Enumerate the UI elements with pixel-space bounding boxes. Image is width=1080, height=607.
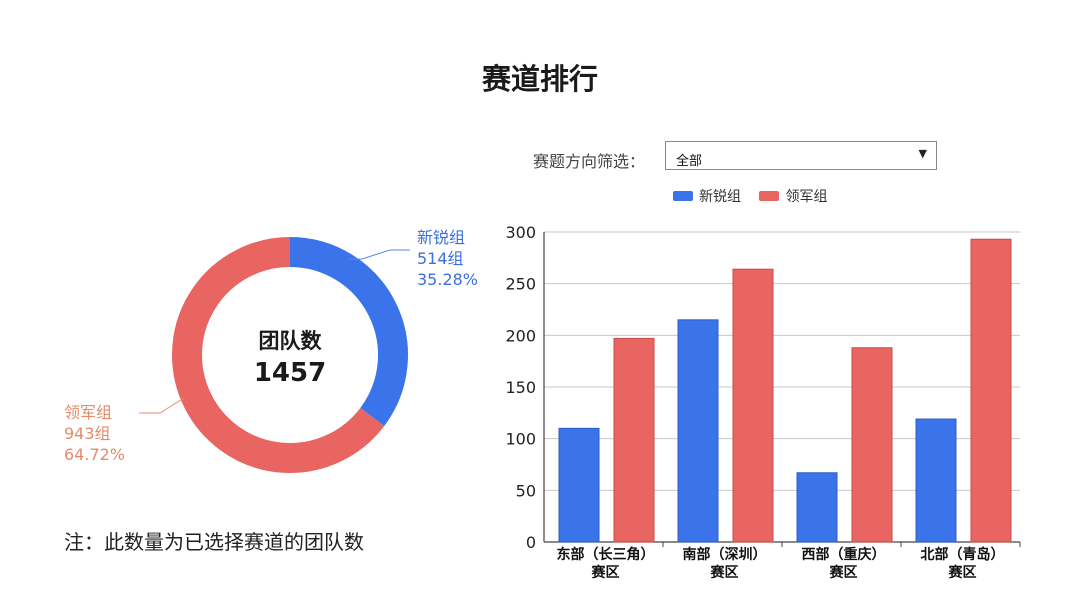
- callout-new-count: 514组: [417, 249, 464, 268]
- y-tick-label: 250: [505, 275, 536, 294]
- filter-selected-value: 全部: [676, 154, 703, 169]
- y-tick-label: 100: [505, 430, 536, 449]
- x-tick-label: 北部（青岛）: [921, 546, 1005, 563]
- callout-new-percent: 35.28%: [417, 270, 479, 289]
- donut-chart: 团队数 1457: [160, 225, 420, 485]
- y-tick-label: 300: [505, 223, 536, 242]
- legend-swatch-new: [673, 191, 693, 201]
- donut-center-value: 1457: [253, 358, 327, 388]
- x-tick-label: 赛区: [829, 564, 858, 581]
- bar-lead-3[interactable]: [970, 238, 1012, 543]
- page-title: 赛道排行: [481, 62, 598, 96]
- callout-new-name: 新锐组: [417, 228, 466, 247]
- bar-lead-1[interactable]: [732, 268, 774, 543]
- donut-slice-new[interactable]: [289, 237, 408, 427]
- x-tick-label: 赛区: [948, 564, 977, 581]
- bar-lead-2[interactable]: [851, 347, 893, 543]
- bar-lead-0[interactable]: [613, 337, 655, 543]
- legend-item-lead[interactable]: 领军组: [759, 186, 827, 206]
- bar-new-1[interactable]: [677, 319, 719, 543]
- bar-new-0[interactable]: [558, 427, 600, 543]
- callout-lead-name: 领军组: [64, 403, 113, 422]
- x-tick-label: 赛区: [591, 564, 620, 581]
- callout-new-group: 新锐组 514组 35.28%: [417, 227, 478, 290]
- chevron-down-icon: ▼: [918, 147, 927, 160]
- y-tick-label: 200: [505, 326, 536, 345]
- callout-lead-group: 领军组 943组 64.72%: [64, 402, 125, 465]
- callout-lead-count: 943组: [64, 424, 111, 443]
- callout-lead-percent: 64.72%: [64, 445, 126, 464]
- chart-legend: 新锐组 领军组: [673, 186, 841, 206]
- x-tick-label: 南部（深圳）: [683, 546, 767, 563]
- direction-filter-select[interactable]: 全部 ▼: [665, 141, 937, 170]
- donut-slice-lead[interactable]: [172, 237, 385, 473]
- bar-chart: 050100150200250300东部（长三角）赛区南部（深圳）赛区西部（重庆…: [505, 223, 1021, 581]
- legend-label-lead: 领军组: [785, 189, 828, 205]
- y-tick-label: 0: [526, 533, 536, 552]
- y-tick-label: 50: [516, 481, 536, 500]
- donut-center-label: 团队数: [258, 329, 322, 353]
- legend-swatch-lead: [759, 191, 780, 201]
- footnote: 注：此数量为已选择赛道的团队数: [64, 530, 364, 554]
- legend-label-new: 新锐组: [699, 189, 741, 205]
- x-tick-label: 赛区: [710, 564, 739, 581]
- legend-item-new[interactable]: 新锐组: [673, 186, 741, 206]
- donut-svg: [172, 237, 408, 473]
- x-tick-label: 西部（重庆）: [802, 546, 886, 563]
- filter-label: 赛题方向筛选：: [533, 152, 646, 171]
- bar-new-3[interactable]: [915, 418, 957, 543]
- x-tick-label: 东部（长三角）: [557, 546, 655, 563]
- bar-new-2[interactable]: [796, 472, 838, 543]
- y-tick-label: 150: [505, 378, 536, 397]
